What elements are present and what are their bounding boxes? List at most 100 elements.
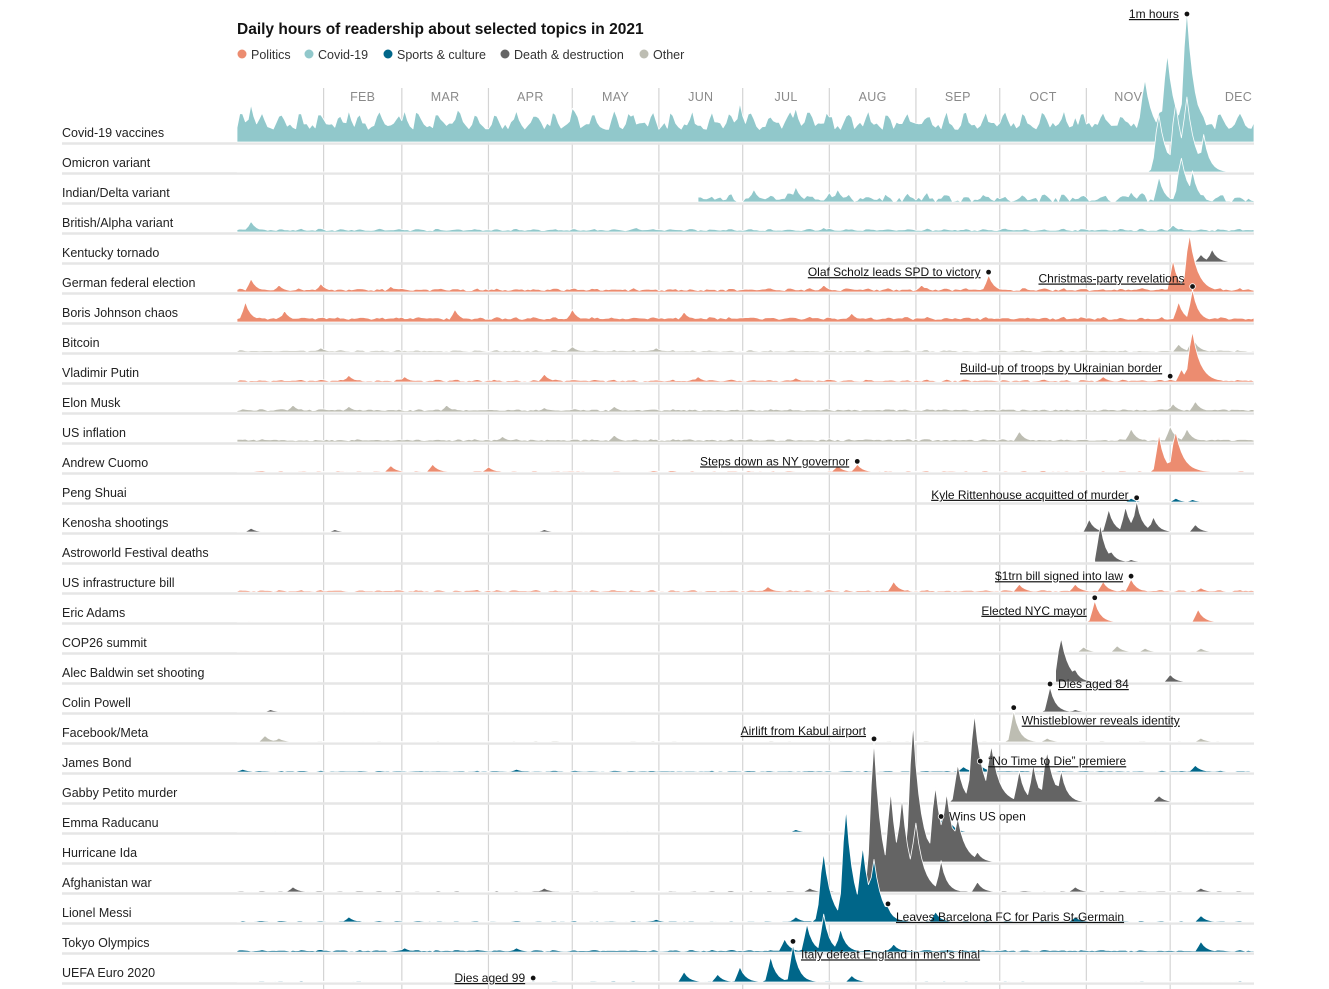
annotation-dot [1166, 372, 1174, 380]
row-label: James Bond [62, 756, 132, 770]
row-label: Facebook/Meta [62, 726, 148, 740]
ridgeline-area [236, 221, 1255, 233]
ridgeline-area [236, 401, 1255, 413]
row-label: Indian/Delta variant [62, 186, 170, 200]
row-label: Vladimir Putin [62, 366, 139, 380]
ridgeline-area [1055, 637, 1255, 683]
month-label: FEB [350, 90, 375, 104]
row-label: Andrew Cuomo [62, 456, 148, 470]
ridgeline-row: Covid-19 vaccines [62, 126, 1254, 145]
annotation-dot [937, 813, 945, 820]
ridgeline-area [236, 686, 1255, 713]
month-label: SEP [945, 90, 971, 104]
annotation-dot [976, 757, 984, 765]
ridgeline-area [236, 96, 1255, 173]
row-label: US inflation [62, 426, 126, 440]
month-label: OCT [1029, 90, 1056, 104]
ridgeline-row: Andrew Cuomo [62, 456, 1254, 475]
row-label: Alec Baldwin set shooting [62, 666, 204, 680]
ridgeline-row: Boris Johnson chaos [62, 306, 1254, 325]
ridgeline-row: German federal election [62, 276, 1254, 295]
legend-item: Death & destruction [514, 48, 624, 62]
ridgeline-rows: Covid-19 vaccines Omicron variant Indian/D… [62, 10, 1255, 985]
annotation-dot [1091, 594, 1098, 601]
annotation-label: $1trn bill signed into law [995, 569, 1123, 583]
ridgeline-area [236, 741, 1255, 893]
annotation-dot [1010, 704, 1017, 711]
annotation-dot [985, 268, 992, 276]
row-label: Covid-19 vaccines [62, 126, 164, 140]
ridgeline-area [236, 426, 1255, 443]
annotation-dot [1189, 283, 1196, 290]
month-label: JUN [688, 90, 713, 104]
ridgeline-area [236, 600, 1255, 623]
row-label: Kenosha shootings [62, 516, 168, 530]
legend-item: Other [653, 48, 684, 62]
ridgeline-area [236, 710, 1255, 743]
annotation-label: Kyle Rittenhouse acquitted of murder [931, 488, 1128, 502]
ridgeline-row: Kentucky tornado [62, 246, 1254, 265]
ridgeline-area [236, 819, 1255, 833]
ridgeline-row: Elon Musk [62, 396, 1254, 415]
annotation-label: Dies aged 84 [1058, 677, 1129, 691]
annotation-label: Leaves Barcelona FC for Paris St-Germain [896, 910, 1124, 924]
ridgeline-row: US infrastructure bill [62, 576, 1254, 595]
row-label: UEFA Euro 2020 [62, 966, 155, 980]
ridgeline-area [236, 336, 1255, 353]
ridgeline-row: James Bond [62, 756, 1254, 775]
annotation-label: 1m hours [1129, 7, 1179, 21]
row-label: Gabby Petito murder [62, 786, 177, 800]
row-label: Peng Shuai [62, 486, 127, 500]
ridgeline-area [236, 234, 1255, 293]
row-label: Elon Musk [62, 396, 121, 410]
month-label: DEC [1225, 90, 1252, 104]
legend-item: Covid-19 [318, 48, 368, 62]
legend-swatch [500, 49, 510, 59]
legend-swatch [304, 49, 314, 59]
row-label: Emma Raducanu [62, 816, 159, 830]
annotation-label: Airlift from Kabul airport [741, 724, 867, 738]
ridgeline-row: UEFA Euro 2020 [62, 966, 1254, 985]
ridgeline-row: Colin Powell [62, 696, 1254, 715]
row-label: US infrastructure bill [62, 576, 175, 590]
month-gridlines [323, 88, 1171, 989]
ridgeline-area [236, 10, 1255, 143]
ridgeline-area [236, 500, 1255, 533]
month-label: MAR [431, 90, 460, 104]
row-label: Omicron variant [62, 156, 151, 170]
annotation-label: Christmas-party revelations [1038, 272, 1184, 286]
ridgeline-area [697, 157, 1255, 203]
row-label: Colin Powell [62, 696, 131, 710]
annotation-dot [854, 458, 861, 465]
annotation-dot [1133, 494, 1140, 501]
annotation-label: Whistleblower reveals identity [1022, 714, 1180, 728]
month-label: APR [517, 90, 544, 104]
row-label: German federal election [62, 276, 195, 290]
legend: Politics Covid-19 Sports & culture Death & … [237, 48, 684, 62]
ridgeline-row: Peng Shuai [62, 486, 1254, 505]
row-label: Bitcoin [62, 336, 100, 350]
ridgeline-row: Eric Adams [62, 606, 1254, 625]
ridgeline-row: Lionel Messi [62, 906, 1254, 925]
ridgeline-area [1119, 497, 1255, 503]
ridgeline-row: Alec Baldwin set shooting [62, 666, 1254, 685]
ridgeline-row: Emma Raducanu [62, 816, 1254, 835]
ridgeline-row: Bitcoin [62, 336, 1254, 355]
annotation-dot [529, 974, 537, 982]
row-label: Astroworld Festival deaths [62, 546, 209, 560]
ridgeline-row: Vladimir Putin [62, 366, 1254, 385]
month-labels: FEB MAR APR MAY JUN JUL AUG SEP OCT NOV DEC [350, 90, 1252, 104]
month-label: NOV [1114, 90, 1142, 104]
row-label: Eric Adams [62, 606, 125, 620]
row-label: Lionel Messi [62, 906, 131, 920]
ridgeline-row: Afghanistan war [62, 876, 1254, 895]
row-label: British/Alpha variant [62, 216, 174, 230]
annotation-dot [870, 735, 878, 743]
annotation-label: Build-up of troops by Ukrainian border [960, 361, 1162, 375]
ridgeline-area [901, 724, 1255, 863]
ridgeline-area [236, 431, 1255, 473]
ridgeline-row: Omicron variant [62, 156, 1254, 175]
legend-swatch [639, 49, 649, 59]
ridgeline-row: Hurricane Ida [62, 846, 1254, 865]
